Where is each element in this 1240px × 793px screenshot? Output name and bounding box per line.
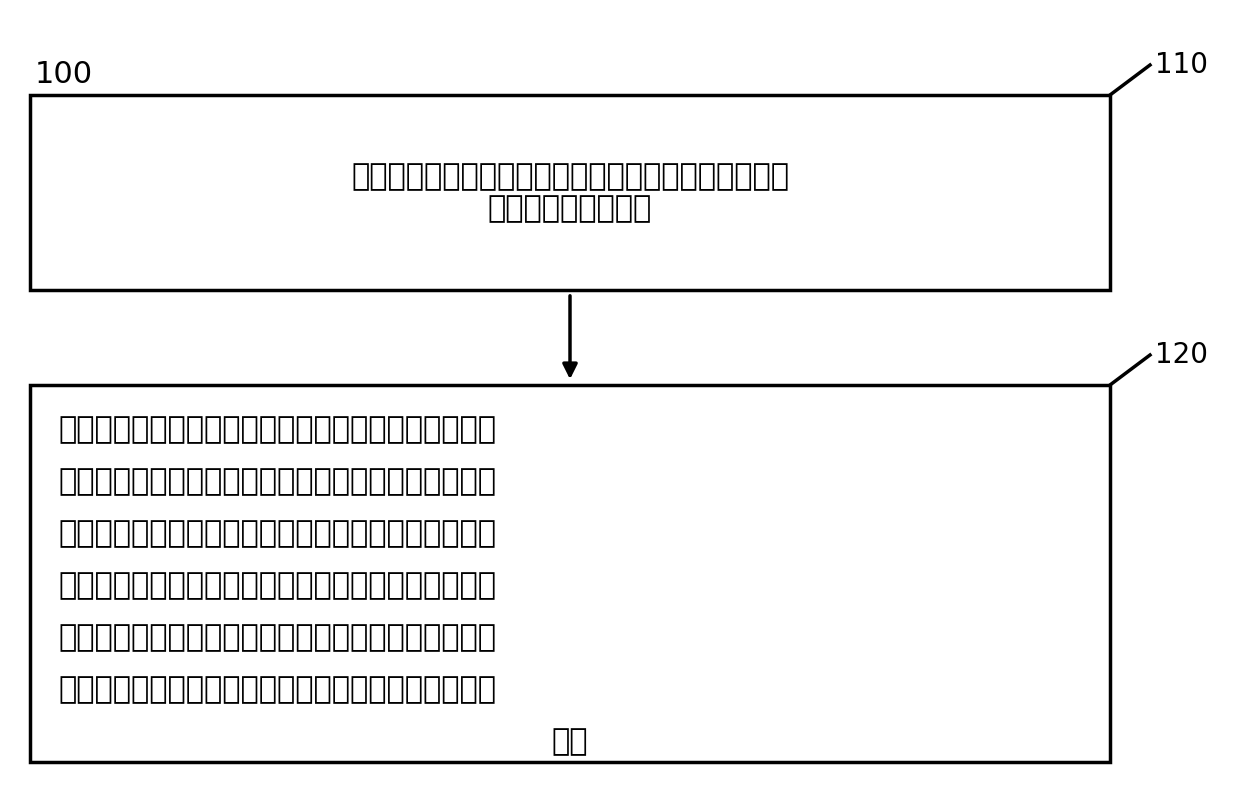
Bar [30,95,1110,290]
Text: 部分有功功率，同时控制辅逆变器补偿输出无功功率；: 部分有功功率，同时控制辅逆变器补偿输出无功功率； [58,519,496,548]
Text: 控制: 控制 [552,727,588,756]
Text: 120: 120 [1154,341,1208,369]
Text: 100: 100 [35,60,93,89]
Text: 对电源侧主逆变器进行转子磁链定向的矢量控制，驱动: 对电源侧主逆变器进行转子磁链定向的矢量控制，驱动 [351,162,789,191]
Text: 110: 110 [1154,51,1208,79]
Text: 容电压变化可控，实现多相带悬浮电容电机驱动拓扑的: 容电压变化可控，实现多相带悬浮电容电机驱动拓扑的 [58,675,496,704]
Text: 电容侧辅逆变器通过多相电机绕组获取主逆变器输出的: 电容侧辅逆变器通过多相电机绕组获取主逆变器输出的 [58,467,496,496]
Bar [30,385,1110,762]
Text: 多相开绕组电机运行: 多相开绕组电机运行 [487,194,652,223]
Text: 通过有功功率和无功功率之间的独立控制，使得主逆变: 通过有功功率和无功功率之间的独立控制，使得主逆变 [58,571,496,600]
Text: 基于预设调制比范围和悬浮电容电压实时值，控制悬浮: 基于预设调制比范围和悬浮电容电压实时值，控制悬浮 [58,415,496,444]
Text: 器仅输出有功功率，且实现根据实际运行工况而悬浮电: 器仅输出有功功率，且实现根据实际运行工况而悬浮电 [58,623,496,652]
